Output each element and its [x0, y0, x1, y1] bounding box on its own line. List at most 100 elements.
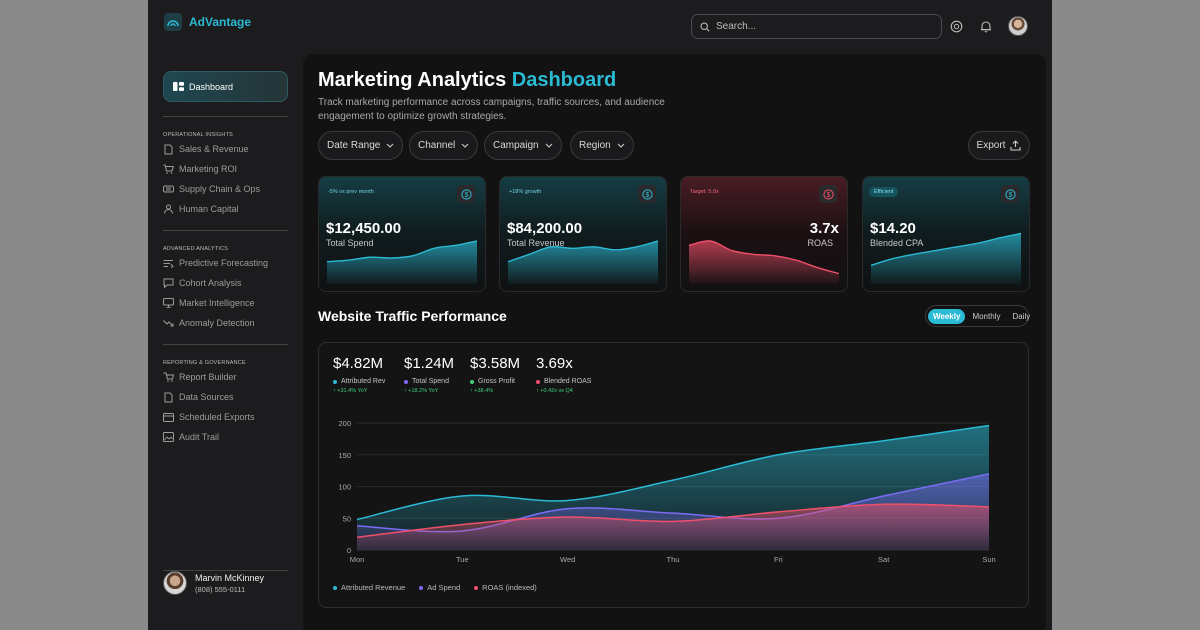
- card-sparkline: [507, 240, 659, 284]
- y-tick-label: 100: [338, 483, 351, 492]
- sidebar-item-cohort-analysis[interactable]: Cohort Analysis: [163, 276, 242, 290]
- trend-down-icon: [163, 318, 174, 329]
- series-line: [356, 503, 990, 539]
- sidebar-item-marketing-roi[interactable]: Marketing ROI: [163, 162, 237, 176]
- filter-channel[interactable]: Channel: [409, 131, 479, 160]
- sidebar-item-label: Cohort Analysis: [179, 278, 242, 288]
- main-panel: Marketing Analytics Dashboard Track mark…: [303, 54, 1046, 630]
- sidebar-item-sales-revenue[interactable]: Sales & Revenue: [163, 142, 249, 156]
- search-icon: [700, 21, 710, 32]
- metric-attributed-rev: $4.82M Attributed Rev ↑ +31.4% YoY: [333, 355, 385, 394]
- kpi-card-total-revenue[interactable]: +18% growth $ $84,200.00 Total Revenue: [499, 176, 667, 292]
- app-name: AdVantage: [189, 15, 252, 29]
- card-badge: Efficient: [869, 187, 899, 197]
- sidebar-divider: [163, 230, 288, 231]
- legend-item-ad-spend[interactable]: Ad Spend: [419, 583, 460, 592]
- users-icon: [163, 204, 174, 215]
- notification-bell-icon[interactable]: [978, 18, 994, 34]
- sidebar-item-label: Anomaly Detection: [179, 318, 255, 328]
- filter-region[interactable]: Region: [570, 131, 634, 160]
- legend-label: Attributed Revenue: [341, 583, 406, 592]
- period-toggle: Weekly Monthly Daily: [925, 305, 1030, 327]
- card-value: $12,450.00: [326, 220, 402, 237]
- card-sparkline: [688, 240, 840, 284]
- user-profile[interactable]: Marvin McKinney (808) 555-0111: [163, 571, 288, 595]
- card-value: $14.20: [870, 220, 916, 237]
- y-tick-label: 50: [343, 514, 351, 523]
- legend-dot: [474, 585, 479, 590]
- sidebar-item-label: Sales & Revenue: [179, 144, 249, 154]
- export-button[interactable]: Export: [968, 131, 1030, 160]
- sidebar-item-predictive-forecasting[interactable]: Predictive Forecasting: [163, 256, 268, 270]
- sidebar-item-anomaly-detection[interactable]: Anomaly Detection: [163, 316, 255, 330]
- tab-daily[interactable]: Daily: [1012, 311, 1031, 321]
- user-avatar[interactable]: [1008, 16, 1028, 36]
- x-tick-label: Sat: [878, 555, 890, 564]
- sidebar-item-dashboard[interactable]: Dashboard: [163, 71, 288, 102]
- builder-icon: [163, 372, 174, 383]
- x-tick-label: Thu: [667, 555, 680, 564]
- metric-label-row: Attributed Rev: [333, 378, 385, 385]
- metric-label: Blended ROAS: [544, 378, 592, 385]
- sparkline-area: [689, 240, 839, 284]
- page-title-accent: Dashboard: [511, 69, 617, 91]
- page-title: Marketing Analytics Dashboard: [318, 69, 616, 92]
- svg-text:$: $: [645, 192, 649, 199]
- section-title-operational: OPERATIONAL INSIGHTS: [163, 132, 234, 138]
- tab-weekly[interactable]: Weekly: [928, 308, 966, 324]
- sidebar-item-human-capital[interactable]: Human Capital: [163, 202, 239, 216]
- filter-date-range[interactable]: Date Range: [318, 131, 404, 160]
- metric-value: $1.24M: [404, 355, 455, 372]
- x-tick-label: Wed: [560, 555, 575, 564]
- sidebar-item-label: Audit Trail: [179, 432, 220, 442]
- image-icon: [163, 432, 174, 443]
- y-tick-label: 0: [347, 546, 351, 555]
- sidebar-item-supply-chain[interactable]: Supply Chain & Ops: [163, 182, 260, 196]
- search-box[interactable]: [691, 14, 942, 39]
- section-title-reporting: REPORTING & GOVERNANCE: [163, 360, 246, 366]
- sidebar-divider: [163, 116, 288, 117]
- sidebar-item-audit-trail[interactable]: Audit Trail: [163, 430, 219, 444]
- sidebar-item-label: Predictive Forecasting: [179, 258, 269, 268]
- card-badge: Target: 5.0x: [690, 189, 719, 195]
- filter-campaign[interactable]: Campaign: [484, 131, 562, 160]
- truck-icon: [163, 184, 174, 195]
- app-logo[interactable]: AdVantage: [164, 13, 251, 31]
- legend-dot: [404, 379, 408, 384]
- export-label: Export: [976, 140, 1006, 151]
- x-tick-label: Tue: [456, 555, 469, 564]
- calendar-icon: [163, 412, 174, 423]
- metric-label: Gross Profit: [478, 378, 515, 385]
- section-title-advanced: ADVANCED ANALYTICS: [163, 246, 229, 252]
- sidebar-item-label: Human Capital: [179, 204, 239, 214]
- document-icon: [163, 144, 174, 155]
- card-badge: -5% vs prev month: [328, 189, 374, 195]
- filter-label: Campaign: [493, 140, 539, 151]
- sparkline-area: [327, 240, 477, 284]
- metric-label: Attributed Rev: [341, 378, 386, 385]
- logo-icon: [164, 13, 182, 31]
- metric-gross-profit: $3.58M Gross Profit ↑ +38.4%: [470, 355, 520, 394]
- sidebar-item-report-builder[interactable]: Report Builder: [163, 370, 237, 384]
- help-icon[interactable]: [948, 18, 964, 34]
- chevron-down-icon: [617, 143, 625, 148]
- metric-delta: ↑ +18.2% YoY: [404, 388, 439, 394]
- search-input[interactable]: [716, 21, 916, 32]
- legend-item-attributed-revenue[interactable]: Attributed Revenue: [333, 583, 405, 592]
- upload-icon: [1010, 140, 1022, 151]
- tab-monthly[interactable]: Monthly: [972, 311, 1001, 321]
- legend-dot: [536, 379, 540, 384]
- legend-item-roas-indexed[interactable]: ROAS (indexed): [474, 583, 537, 592]
- card-label: Total Revenue: [507, 238, 565, 248]
- sidebar-item-market-intelligence[interactable]: Market Intelligence: [163, 296, 255, 310]
- card-value: 3.7x: [809, 220, 839, 237]
- metric-delta: ↑ +38.4%: [470, 388, 494, 394]
- svg-text:$: $: [464, 192, 468, 199]
- sidebar-item-label: Marketing ROI: [179, 164, 238, 174]
- dollar-icon: $: [1001, 185, 1019, 203]
- sidebar-item-scheduled-exports[interactable]: Scheduled Exports: [163, 410, 255, 424]
- kpi-card-roas[interactable]: Target: 5.0x $ 3.7x ROAS: [680, 176, 848, 292]
- sidebar-item-data-sources[interactable]: Data Sources: [163, 390, 234, 404]
- kpi-card-blended-cpa[interactable]: Efficient $ $14.20 Blended CPA: [862, 176, 1030, 292]
- kpi-card-total-spend[interactable]: -5% vs prev month $ $12,450.00 Total Spe…: [318, 176, 486, 292]
